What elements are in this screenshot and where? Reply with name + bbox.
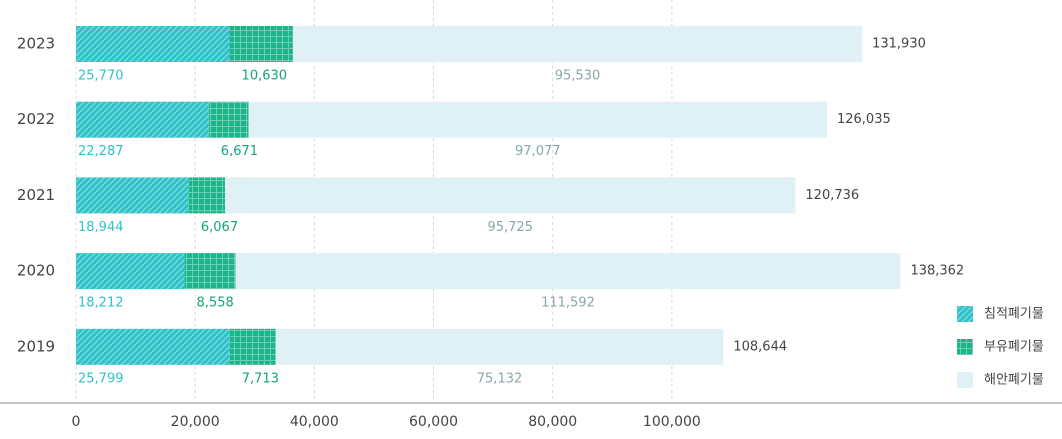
bar-segment bbox=[76, 177, 189, 214]
bar-segment bbox=[225, 177, 796, 214]
bar-segment bbox=[235, 253, 901, 290]
value-label: 6,067 bbox=[201, 220, 238, 235]
value-label: 18,212 bbox=[78, 296, 124, 311]
bar-segment bbox=[275, 328, 724, 365]
legend-label: 침적폐기물 bbox=[984, 307, 1044, 322]
total-label: 131,930 bbox=[872, 37, 926, 52]
x-tick-label: 0 bbox=[72, 414, 81, 430]
value-label: 7,713 bbox=[242, 371, 279, 386]
value-label: 6,671 bbox=[221, 144, 258, 159]
total-label: 108,644 bbox=[733, 339, 787, 354]
y-tick-label: 2021 bbox=[17, 186, 55, 204]
bar-segment bbox=[184, 253, 236, 290]
x-tick-label: 100,000 bbox=[643, 414, 701, 430]
y-tick-label: 2022 bbox=[17, 110, 55, 128]
value-label: 18,944 bbox=[78, 220, 124, 235]
legend-swatch bbox=[957, 339, 973, 355]
value-label: 111,592 bbox=[541, 296, 595, 311]
bar-segment bbox=[208, 101, 249, 138]
total-label: 120,736 bbox=[805, 188, 859, 203]
legend-swatch bbox=[957, 372, 973, 388]
y-tick-label: 2023 bbox=[17, 35, 55, 53]
x-tick-label: 40,000 bbox=[290, 414, 339, 430]
value-label: 25,799 bbox=[78, 371, 124, 386]
bar-segment bbox=[188, 177, 226, 214]
x-tick-label: 80,000 bbox=[528, 414, 577, 430]
value-label: 95,725 bbox=[487, 220, 533, 235]
legend-label: 부유폐기물 bbox=[984, 340, 1044, 355]
x-tick-label: 20,000 bbox=[171, 414, 220, 430]
bar-segment bbox=[229, 26, 293, 62]
x-tick-label: 60,000 bbox=[409, 414, 458, 430]
total-label: 138,362 bbox=[910, 264, 964, 279]
value-label: 75,132 bbox=[477, 371, 523, 386]
bar-segment bbox=[76, 328, 230, 365]
bar-segment bbox=[76, 26, 230, 62]
total-label: 126,035 bbox=[837, 112, 891, 127]
y-tick-label: 2019 bbox=[17, 337, 55, 355]
y-tick-label: 2020 bbox=[17, 262, 55, 280]
bar-segment bbox=[76, 253, 185, 290]
value-label: 95,530 bbox=[555, 69, 601, 84]
value-label: 22,287 bbox=[78, 144, 124, 159]
bar-segment bbox=[248, 101, 827, 138]
value-label: 8,558 bbox=[197, 296, 234, 311]
legend-swatch bbox=[957, 306, 973, 322]
value-label: 97,077 bbox=[515, 144, 561, 159]
bar-segment bbox=[76, 101, 209, 138]
value-label: 25,770 bbox=[78, 69, 124, 84]
bar-segment bbox=[229, 328, 276, 365]
bar-segment bbox=[292, 26, 863, 62]
value-label: 10,630 bbox=[242, 69, 288, 84]
legend-label: 해안폐기물 bbox=[984, 373, 1044, 388]
